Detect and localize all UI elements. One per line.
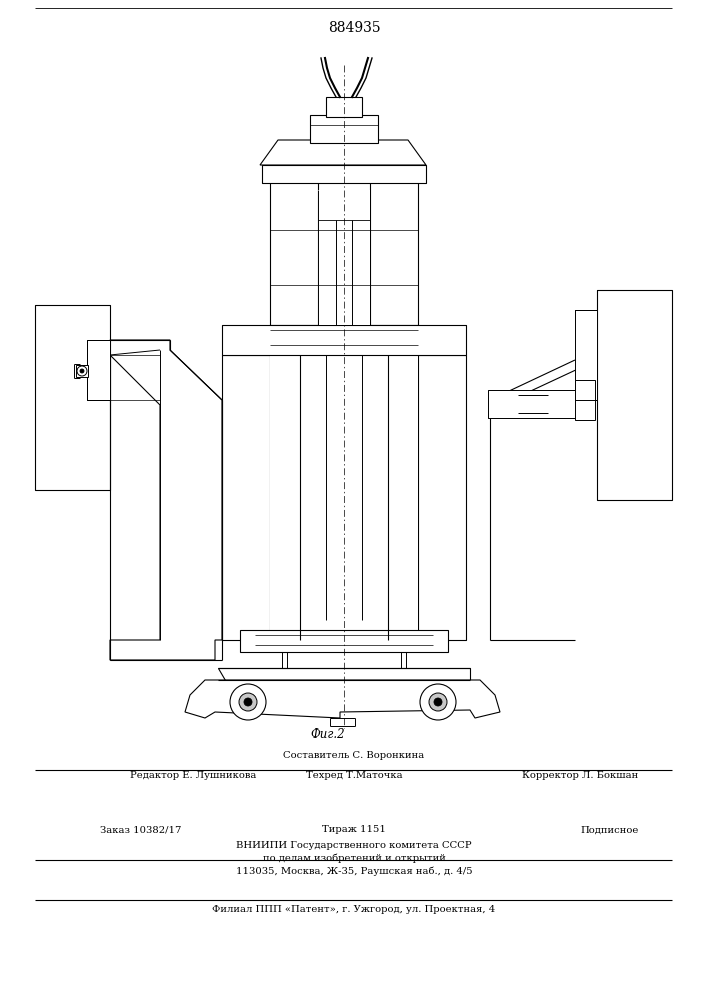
Text: Техред Т.Маточка: Техред Т.Маточка [305,770,402,780]
Circle shape [434,698,442,706]
Bar [548,390,578,418]
Bar [87,340,110,400]
Circle shape [80,369,84,373]
Text: Филиал ППП «Патент», г. Ужгород, ул. Проектная, 4: Филиал ППП «Патент», г. Ужгород, ул. Про… [212,906,496,914]
Bar [270,355,418,640]
Text: Составитель С. Воронкина: Составитель С. Воронкина [284,750,425,760]
Polygon shape [260,140,426,165]
Text: Заказ 10382/17: Заказ 10382/17 [100,826,182,834]
Circle shape [429,693,447,711]
Text: Тираж 1151: Тираж 1151 [322,826,386,834]
Text: Корректор Л. Бокшан: Корректор Л. Бокшан [522,770,638,780]
Text: Редактор Е. Лушникова: Редактор Е. Лушникова [130,770,257,780]
Bar [318,190,370,325]
Circle shape [78,367,86,375]
Bar [575,380,595,420]
Bar [597,290,672,500]
Bar [76,365,88,377]
Bar [575,310,597,400]
Bar [222,355,270,640]
Bar [488,390,518,418]
Bar [35,305,110,490]
Polygon shape [218,668,470,680]
Bar [418,325,466,355]
Text: ВНИИПИ Государственного комитета СССР: ВНИИПИ Государственного комитета СССР [236,840,472,850]
Polygon shape [110,340,222,660]
Bar [222,325,270,355]
Bar [35,305,110,490]
Text: 113035, Москва, Ж-35, Раушская наб., д. 4/5: 113035, Москва, Ж-35, Раушская наб., д. … [235,866,472,876]
Text: 884935: 884935 [327,21,380,35]
Bar [370,175,418,325]
Bar [370,175,418,325]
Polygon shape [575,290,597,350]
Text: Фиг.2: Фиг.2 [310,728,345,741]
Bar [418,355,466,640]
Polygon shape [185,680,500,718]
Circle shape [77,366,87,376]
Bar [418,355,466,640]
Bar [270,175,318,325]
Bar [222,325,466,355]
Bar [310,115,378,143]
Bar [262,165,426,183]
Bar [597,290,672,500]
Circle shape [420,684,456,720]
Bar [270,175,318,325]
Circle shape [244,698,252,706]
Bar [326,97,362,117]
Bar [222,355,270,640]
Bar [240,630,448,652]
Bar [380,165,426,183]
Bar [262,165,308,183]
Text: по делам изобретений и открытий: по делам изобретений и открытий [262,853,445,863]
Bar [488,390,578,418]
Text: Подписное: Подписное [580,826,638,834]
Circle shape [230,684,266,720]
Circle shape [239,693,257,711]
